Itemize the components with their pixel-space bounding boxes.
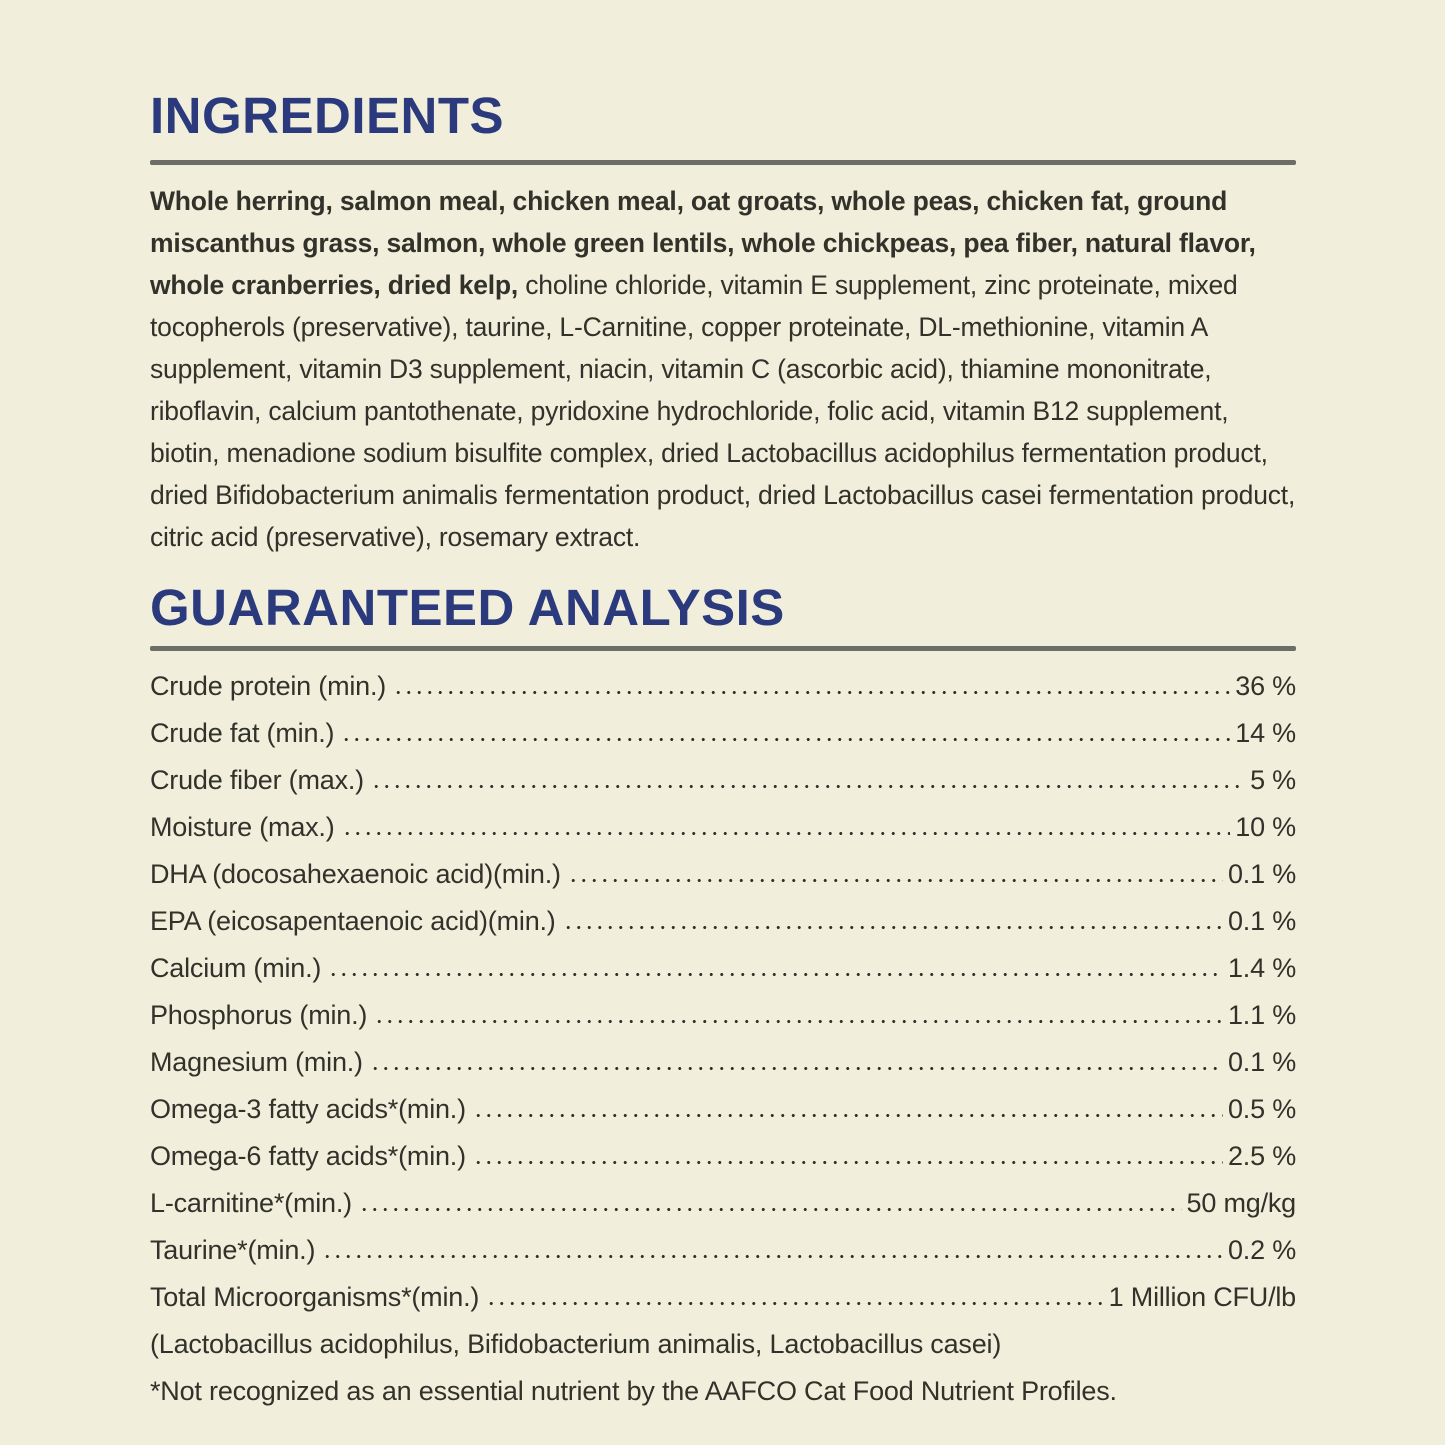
table-row: Total Microorganisms*(min.) 1 Million CF… <box>150 1266 1296 1313</box>
footnote-text: *Not recognized as an essential nutrient… <box>150 1376 1117 1406</box>
row-label: Crude fat (min.) <box>150 718 335 748</box>
ingredients-title: INGREDIENTS <box>150 87 505 144</box>
row-label: L-carnitine*(min.) <box>150 1188 352 1218</box>
microorganism-species-note: (Lactobacillus acidophilus, Bifidobacter… <box>150 1313 1296 1360</box>
row-label: Calcium (min.) <box>150 953 322 983</box>
dotted-leader <box>328 973 1223 976</box>
dotted-leader <box>562 926 1223 929</box>
row-label: EPA (eicosapentaenoic acid)(min.) <box>150 906 556 936</box>
table-row: Crude fat (min.) 14 % <box>150 702 1296 749</box>
row-value: 0.1 % <box>1227 1047 1296 1077</box>
table-row: Crude fiber (max.) 5 % <box>150 749 1296 796</box>
ingredients-paragraph: Whole herring, salmon meal, chicken meal… <box>150 180 1296 558</box>
ingredients-divider <box>150 160 1296 165</box>
ingredients-secondary-text: choline chloride, vitamin E supplement, … <box>150 270 1296 552</box>
aafco-footnote: *Not recognized as an essential nutrient… <box>150 1360 1296 1407</box>
dotted-leader <box>486 1302 1104 1305</box>
dotted-leader <box>370 785 1246 788</box>
row-label: Omega-6 fatty acids*(min.) <box>150 1141 466 1171</box>
row-label: Omega-3 fatty acids*(min.) <box>150 1094 466 1124</box>
row-value: 5 % <box>1250 765 1296 795</box>
table-row: DHA (docosahexaenoic acid)(min.) 0.1 % <box>150 843 1296 890</box>
row-value: 0.1 % <box>1227 859 1296 889</box>
row-label: Taurine*(min.) <box>150 1235 316 1265</box>
row-value: 10 % <box>1235 812 1296 842</box>
table-row: Omega-6 fatty acids*(min.) 2.5 % <box>150 1125 1296 1172</box>
row-value: 14 % <box>1235 718 1296 748</box>
row-label: Crude fiber (max.) <box>150 765 364 795</box>
row-label: Moisture (max.) <box>150 812 335 842</box>
row-label: Total Microorganisms*(min.) <box>150 1282 480 1312</box>
guaranteed-analysis-title: GUARANTEED ANALYSIS <box>150 579 785 636</box>
dotted-leader <box>358 1208 1182 1211</box>
table-row: EPA (eicosapentaenoic acid)(min.) 0.1 % <box>150 890 1296 937</box>
row-label: Crude protein (min.) <box>150 671 387 701</box>
guaranteed-analysis-table: Crude protein (min.) 36 % Crude fat (min… <box>150 655 1296 1407</box>
row-value: 0.1 % <box>1227 906 1296 936</box>
row-value: 50 mg/kg <box>1186 1188 1297 1218</box>
dotted-leader <box>369 1067 1223 1070</box>
row-value: 1.4 % <box>1227 953 1296 983</box>
table-row: L-carnitine*(min.) 50 mg/kg <box>150 1172 1296 1219</box>
dotted-leader <box>341 738 1231 741</box>
row-value: 0.5 % <box>1227 1094 1296 1124</box>
table-row: Taurine*(min.) 0.2 % <box>150 1219 1296 1266</box>
label-content: INGREDIENTS Whole herring, salmon meal, … <box>150 0 1296 1407</box>
row-label: DHA (docosahexaenoic acid)(min.) <box>150 859 561 889</box>
ingredients-primary-text: Whole herring, salmon meal, chicken meal… <box>150 186 1256 300</box>
dotted-leader <box>567 879 1223 882</box>
dotted-leader <box>322 1255 1223 1258</box>
dotted-leader <box>472 1161 1223 1164</box>
table-row: Moisture (max.) 10 % <box>150 796 1296 843</box>
dotted-leader <box>374 1020 1223 1023</box>
table-row: Crude protein (min.) 36 % <box>150 655 1296 702</box>
row-value: 36 % <box>1235 671 1296 701</box>
analysis-divider <box>150 646 1296 651</box>
row-value: 1 Million CFU/lb <box>1108 1282 1297 1312</box>
dotted-leader <box>341 832 1231 835</box>
row-label: Phosphorus (min.) <box>150 1000 368 1030</box>
species-note-text: (Lactobacillus acidophilus, Bifidobacter… <box>150 1329 1002 1359</box>
table-row: Omega-3 fatty acids*(min.) 0.5 % <box>150 1078 1296 1125</box>
row-value: 1.1 % <box>1227 1000 1296 1030</box>
dotted-leader <box>472 1114 1223 1117</box>
dotted-leader <box>393 691 1231 694</box>
row-value: 0.2 % <box>1227 1235 1296 1265</box>
row-label: Magnesium (min.) <box>150 1047 363 1077</box>
row-value: 2.5 % <box>1227 1141 1296 1171</box>
table-row: Magnesium (min.) 0.1 % <box>150 1031 1296 1078</box>
table-row: Calcium (min.) 1.4 % <box>150 937 1296 984</box>
table-row: Phosphorus (min.) 1.1 % <box>150 984 1296 1031</box>
